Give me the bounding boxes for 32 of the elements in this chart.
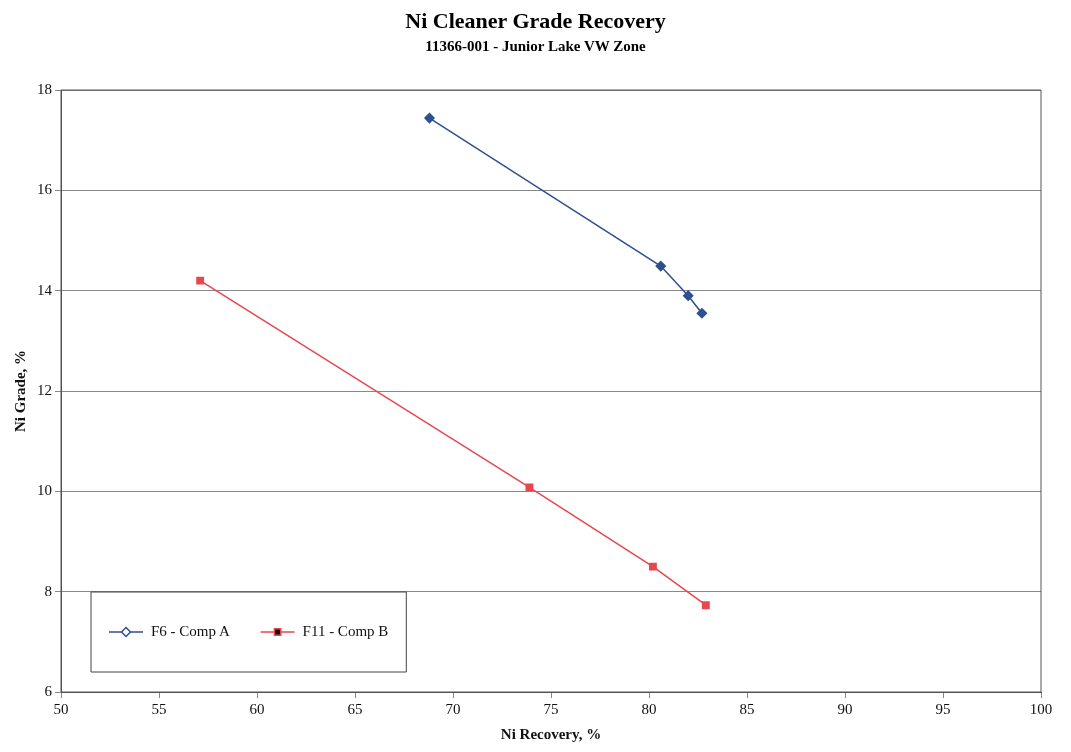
- x-tick-label: 50: [53, 700, 69, 717]
- y-tick-label: 18: [37, 80, 52, 97]
- legend-label: F6 - Comp A: [151, 622, 230, 639]
- y-tick-label: 14: [37, 281, 53, 298]
- x-tick-label: 90: [837, 700, 853, 717]
- point: [196, 276, 205, 285]
- point: [655, 260, 667, 272]
- y-tick-label: 12: [37, 381, 52, 398]
- point: [696, 307, 708, 319]
- x-axis-title: Ni Recovery, %: [500, 725, 602, 742]
- legend-label: F11 - Comp B: [302, 622, 389, 639]
- x-tick-label: 60: [249, 700, 265, 717]
- x-tick-label: 75: [543, 700, 559, 717]
- chart-title: Ni Cleaner Grade Recovery: [404, 8, 667, 34]
- point: [525, 483, 534, 492]
- x-tick-label: 70: [445, 700, 461, 717]
- point: [648, 562, 657, 571]
- y-axis-title: Ni Grade, %: [11, 349, 28, 433]
- x-tick-label: 80: [641, 700, 657, 717]
- x-tick-label: 100: [1029, 700, 1053, 717]
- x-tick-label: 55: [151, 700, 167, 717]
- y-tick-label: 10: [37, 482, 52, 499]
- chart-subtitle: 11366-001 - Junior Lake VW Zone: [424, 38, 647, 55]
- x-tick-label: 95: [935, 700, 951, 717]
- y-tick-label: 16: [37, 181, 53, 198]
- y-tick-label: 6: [44, 682, 53, 699]
- x-tick-label: 65: [347, 700, 363, 717]
- point: [682, 290, 694, 301]
- point: [424, 112, 435, 124]
- point: [701, 601, 710, 610]
- y-tick-label: 8: [44, 582, 52, 599]
- x-tick-label: 85: [739, 700, 755, 717]
